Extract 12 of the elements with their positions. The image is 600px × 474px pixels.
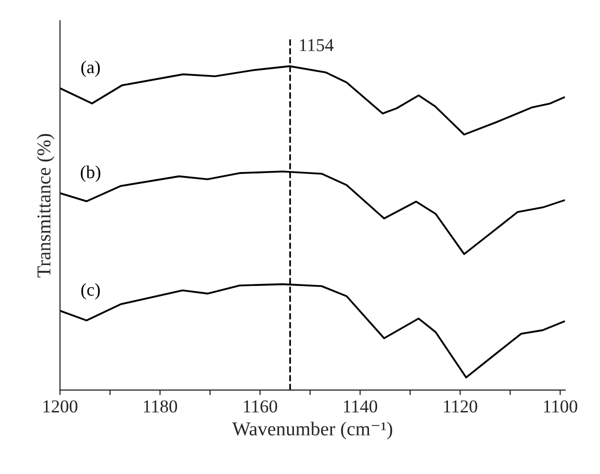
x-tick-label: 1120 — [444, 400, 478, 413]
x-tick-label: 1180 — [144, 400, 178, 413]
series-label: (a) — [81, 60, 100, 77]
ref-line-label: 1154 — [300, 39, 334, 52]
series-label: (c) — [81, 283, 100, 300]
x-tick-label: 1200 — [44, 400, 78, 413]
series-label: (b) — [80, 166, 100, 182]
y-axis-title: Transmittance (%) — [36, 134, 54, 278]
x-axis-title: Wavenumber (cm⁻¹) — [232, 422, 392, 440]
x-tick-label: 1100 — [544, 400, 578, 413]
x-tick-label: 1160 — [244, 400, 278, 413]
x-tick-label: 1140 — [344, 400, 378, 413]
